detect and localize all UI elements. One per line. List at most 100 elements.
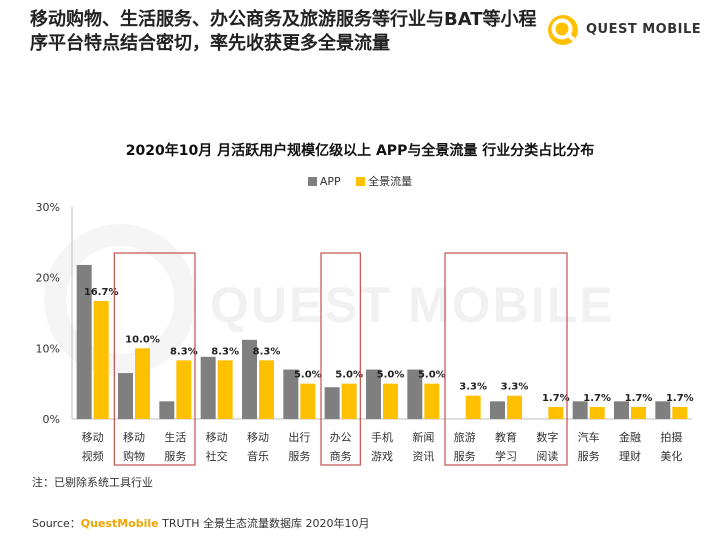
bar-app bbox=[614, 401, 629, 419]
bar-panorama bbox=[589, 406, 605, 419]
bar-panorama bbox=[548, 406, 564, 419]
x-tick-label: 服务 bbox=[288, 450, 310, 463]
watermark-ring bbox=[44, 224, 196, 376]
x-tick-label: 拍摄 bbox=[660, 430, 682, 444]
y-tick-label: 10% bbox=[36, 342, 60, 355]
x-tick-label: 视频 bbox=[82, 449, 104, 463]
x-tick-label: 美化 bbox=[660, 449, 682, 463]
bar-app bbox=[118, 373, 133, 419]
x-tick-label: 数字 bbox=[536, 430, 558, 444]
bar-app bbox=[242, 339, 257, 419]
data-label: 8.3% bbox=[211, 346, 239, 357]
source-line: Source：QuestMobile TRUTH 全景生态流量数据库 2020年… bbox=[32, 515, 370, 531]
data-label: 5.0% bbox=[294, 370, 322, 381]
bar-app bbox=[159, 401, 175, 419]
data-label: 16.7% bbox=[84, 287, 119, 298]
x-tick-label: 汽车 bbox=[578, 430, 600, 444]
chart-legend: APP 全景流量 bbox=[0, 173, 720, 189]
bar-app bbox=[76, 264, 92, 419]
data-label: 1.7% bbox=[583, 393, 611, 404]
bar-app bbox=[283, 369, 299, 419]
bar-app bbox=[200, 356, 216, 419]
x-tick-label: 手机 bbox=[371, 430, 393, 444]
bar-panorama bbox=[672, 406, 688, 419]
chart-title: 2020年10月 月活跃用户规模亿级以上 APP与全景流量 行业分类占比分布 bbox=[125, 143, 595, 159]
x-tick-label: 游戏 bbox=[371, 450, 393, 463]
bar-panorama bbox=[341, 383, 357, 419]
x-tick-label: 社交 bbox=[206, 449, 228, 463]
bar-panorama bbox=[507, 395, 522, 419]
bar-panorama bbox=[383, 383, 398, 419]
highlight-box bbox=[320, 252, 361, 466]
x-tick-label: 音乐 bbox=[247, 449, 269, 463]
data-label: 1.7% bbox=[666, 393, 694, 404]
bar-panorama bbox=[631, 406, 646, 419]
bar-app bbox=[490, 401, 505, 419]
data-label: 1.7% bbox=[625, 393, 653, 404]
x-tick-label: 购物 bbox=[123, 449, 145, 463]
bar-panorama bbox=[135, 348, 150, 419]
headline: 移动购物、生活服务、办公商务及旅游服务等行业与BAT等小程序平台特点结合密切，率… bbox=[30, 9, 537, 54]
x-tick-label: 资讯 bbox=[412, 450, 434, 463]
x-tick-label: 旅游 bbox=[454, 430, 476, 444]
x-tick-label: 移动 bbox=[206, 431, 228, 444]
legend-label-app: APP bbox=[319, 175, 341, 188]
x-tick-label: 移动 bbox=[123, 431, 145, 444]
data-label: 8.3% bbox=[170, 346, 198, 357]
x-tick-label: 服务 bbox=[454, 450, 476, 463]
highlight-box bbox=[113, 252, 196, 466]
bar-panorama bbox=[217, 360, 233, 419]
bar-app bbox=[324, 387, 340, 419]
bar-panorama bbox=[176, 360, 192, 419]
legend-label-panorama: 全景流量 bbox=[368, 175, 413, 188]
data-label: 8.3% bbox=[253, 346, 281, 357]
x-tick-label: 理财 bbox=[619, 449, 641, 463]
x-tick-label: 商务 bbox=[330, 449, 352, 463]
data-label: 5.0% bbox=[377, 370, 405, 381]
data-label: 10.0% bbox=[125, 334, 160, 345]
bar-app bbox=[655, 401, 671, 419]
highlight-box bbox=[444, 252, 568, 466]
bar-panorama bbox=[424, 383, 440, 419]
x-tick-label: 学习 bbox=[495, 449, 517, 463]
bar-panorama bbox=[93, 300, 109, 419]
bar-app bbox=[407, 369, 423, 419]
bar-panorama bbox=[465, 395, 481, 419]
source-rest: TRUTH 全景生态流量数据库 2020年10月 bbox=[158, 517, 370, 530]
y-tick-label: 20% bbox=[36, 272, 60, 285]
bar-panorama bbox=[300, 383, 316, 419]
source-brand: QuestMobile bbox=[80, 517, 159, 530]
x-tick-label: 服务 bbox=[578, 450, 600, 463]
y-tick-label: 0% bbox=[43, 413, 60, 426]
y-tick-label: 30% bbox=[36, 201, 60, 214]
source-prefix: Source： bbox=[32, 517, 81, 530]
watermark-text: QUEST MOBILE bbox=[210, 277, 615, 333]
data-label: 3.3% bbox=[501, 382, 529, 393]
data-label: 5.0% bbox=[418, 370, 446, 381]
legend-item-app: APP bbox=[307, 175, 341, 188]
questmobile-logo: QUEST MOBILE bbox=[546, 13, 706, 47]
footnote: 注：已剔除系统工具行业 bbox=[32, 476, 153, 489]
x-tick-label: 移动 bbox=[247, 431, 269, 444]
data-label: 3.3% bbox=[459, 382, 487, 393]
x-tick-label: 生活 bbox=[164, 430, 186, 444]
logo-text: QUEST MOBILE bbox=[586, 22, 702, 37]
data-label: 5.0% bbox=[335, 370, 363, 381]
bar-app bbox=[366, 369, 381, 419]
legend-swatch-panorama bbox=[356, 177, 366, 186]
x-tick-label: 移动 bbox=[82, 431, 104, 444]
bar-panorama bbox=[259, 360, 274, 419]
x-tick-label: 金融 bbox=[619, 430, 641, 444]
x-tick-label: 服务 bbox=[164, 450, 186, 463]
legend-swatch-app bbox=[307, 177, 317, 186]
x-tick-label: 出行 bbox=[288, 430, 310, 444]
logo-q-icon bbox=[548, 15, 578, 45]
data-label: 1.7% bbox=[542, 393, 570, 404]
legend-item-panorama: 全景流量 bbox=[356, 173, 412, 189]
x-tick-label: 阅读 bbox=[536, 449, 558, 463]
bar-app bbox=[572, 401, 588, 419]
x-tick-label: 办公 bbox=[330, 431, 352, 444]
x-tick-label: 教育 bbox=[495, 430, 517, 444]
x-tick-label: 新闻 bbox=[412, 430, 434, 444]
